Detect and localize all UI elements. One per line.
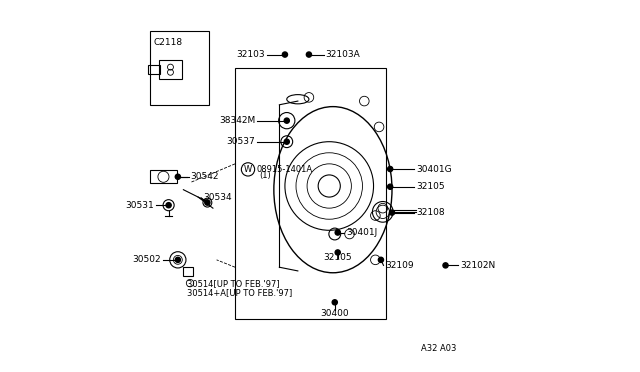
Text: 32103A: 32103A <box>326 50 360 59</box>
Text: 30514+A[UP TO FEB.'97]: 30514+A[UP TO FEB.'97] <box>187 289 292 298</box>
Text: 30400: 30400 <box>321 309 349 318</box>
Text: 30537: 30537 <box>227 137 255 146</box>
Circle shape <box>284 139 289 144</box>
Circle shape <box>332 300 337 305</box>
Circle shape <box>205 200 210 205</box>
Text: 32102N: 32102N <box>460 261 495 270</box>
Text: 30401J: 30401J <box>346 228 377 237</box>
Text: 32103: 32103 <box>237 50 266 59</box>
Circle shape <box>282 52 287 57</box>
Text: 30401G: 30401G <box>416 164 452 173</box>
Circle shape <box>335 250 340 255</box>
Bar <box>150 31 209 105</box>
Circle shape <box>389 210 395 215</box>
Text: A32 A03: A32 A03 <box>421 344 456 353</box>
Circle shape <box>335 230 340 235</box>
Text: 30542: 30542 <box>191 172 220 181</box>
Text: 30502: 30502 <box>132 255 161 264</box>
Text: 32105: 32105 <box>323 253 352 263</box>
Circle shape <box>284 118 289 123</box>
Circle shape <box>443 263 448 268</box>
Text: 30531: 30531 <box>125 201 154 210</box>
Circle shape <box>166 203 172 208</box>
Text: W: W <box>244 165 252 174</box>
Bar <box>159 61 182 79</box>
Text: 08915-1401A: 08915-1401A <box>256 165 312 174</box>
Text: 32108: 32108 <box>416 208 445 217</box>
Bar <box>150 170 177 183</box>
Circle shape <box>175 257 180 262</box>
Text: 30514[UP TO FEB.'97]: 30514[UP TO FEB.'97] <box>187 279 280 288</box>
Text: C2118: C2118 <box>154 38 183 46</box>
Text: 32109: 32109 <box>385 261 414 270</box>
Bar <box>235 68 387 319</box>
Circle shape <box>388 166 393 171</box>
Text: (1): (1) <box>259 171 271 180</box>
Circle shape <box>388 184 393 189</box>
Text: 30534: 30534 <box>203 193 232 202</box>
Circle shape <box>175 174 180 179</box>
Text: 38342M: 38342M <box>219 116 255 125</box>
Bar <box>184 267 193 276</box>
Text: 32105: 32105 <box>416 182 445 191</box>
Circle shape <box>378 257 383 262</box>
Bar <box>148 65 160 74</box>
Circle shape <box>307 52 312 57</box>
